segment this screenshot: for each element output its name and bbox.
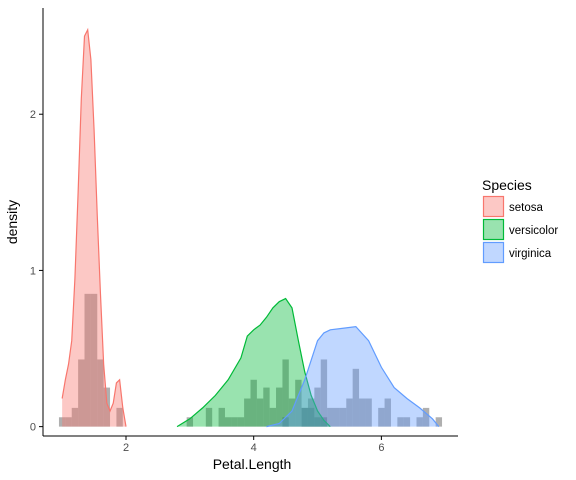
legend-title: Species — [482, 177, 532, 193]
legend: Species setosa versicolor virginica — [482, 177, 558, 263]
x-axis-title: Petal.Length — [213, 456, 292, 472]
y-tick-label: 2 — [30, 109, 36, 121]
legend-key-setosa — [484, 197, 504, 217]
legend-key-versicolor — [484, 220, 504, 240]
density-area-setosa — [62, 30, 126, 427]
y-tick-label: 0 — [30, 422, 36, 434]
legend-label-setosa: setosa — [509, 202, 543, 214]
density-layer — [62, 30, 439, 427]
y-axis-title: density — [4, 200, 20, 244]
legend-label-versicolor: versicolor — [509, 225, 558, 237]
y-tick-label: 1 — [30, 265, 36, 277]
x-tick-label: 4 — [251, 442, 257, 454]
legend-key-virginica — [484, 243, 504, 263]
x-tick-label: 2 — [123, 442, 129, 454]
legend-label-virginica: virginica — [509, 248, 552, 260]
x-tick-label: 6 — [378, 442, 384, 454]
